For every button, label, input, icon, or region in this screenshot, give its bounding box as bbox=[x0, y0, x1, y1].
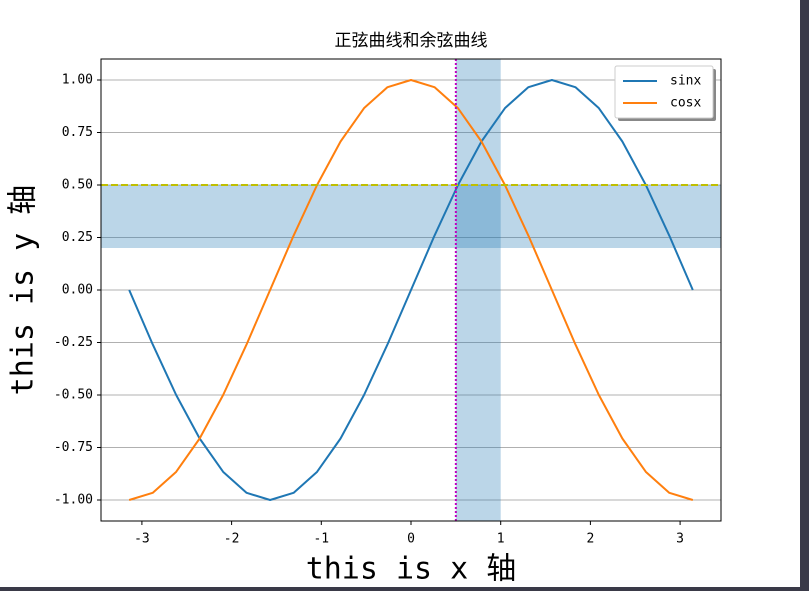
vertical-span bbox=[455, 59, 501, 521]
y-tick-label: -0.25 bbox=[54, 335, 93, 350]
x-tick-label: 2 bbox=[586, 532, 594, 547]
x-tick-label: -3 bbox=[134, 532, 150, 547]
series-line bbox=[128, 79, 694, 501]
y-tick-label: 0.00 bbox=[62, 283, 93, 298]
x-tick-label: 0 bbox=[407, 532, 415, 547]
series-line bbox=[128, 79, 694, 501]
x-tick-label: 3 bbox=[676, 532, 684, 547]
y-tick-label: 0.50 bbox=[62, 178, 93, 193]
legend-label: sinx bbox=[670, 74, 701, 89]
x-tick-label: -2 bbox=[224, 532, 240, 547]
y-tick-label: -0.50 bbox=[54, 388, 93, 403]
x-axis-label: this is x 轴 bbox=[306, 552, 517, 587]
x-tick-label: -1 bbox=[313, 532, 329, 547]
horizontal-span bbox=[101, 185, 721, 248]
y-tick-label: -0.75 bbox=[54, 440, 93, 455]
y-tick-label: 0.75 bbox=[62, 125, 93, 140]
y-tick-label: -1.00 bbox=[54, 493, 93, 508]
chart-title: 正弦曲线和余弦曲线 bbox=[335, 31, 488, 51]
x-tick-label: 1 bbox=[497, 532, 505, 547]
axes-frame bbox=[100, 58, 722, 522]
legend-label: cosx bbox=[670, 96, 701, 111]
legend bbox=[614, 65, 714, 119]
y-tick-label: 0.25 bbox=[62, 230, 93, 245]
y-tick-label: 1.00 bbox=[62, 73, 93, 88]
y-axis-label: this is y 轴 bbox=[6, 185, 41, 396]
